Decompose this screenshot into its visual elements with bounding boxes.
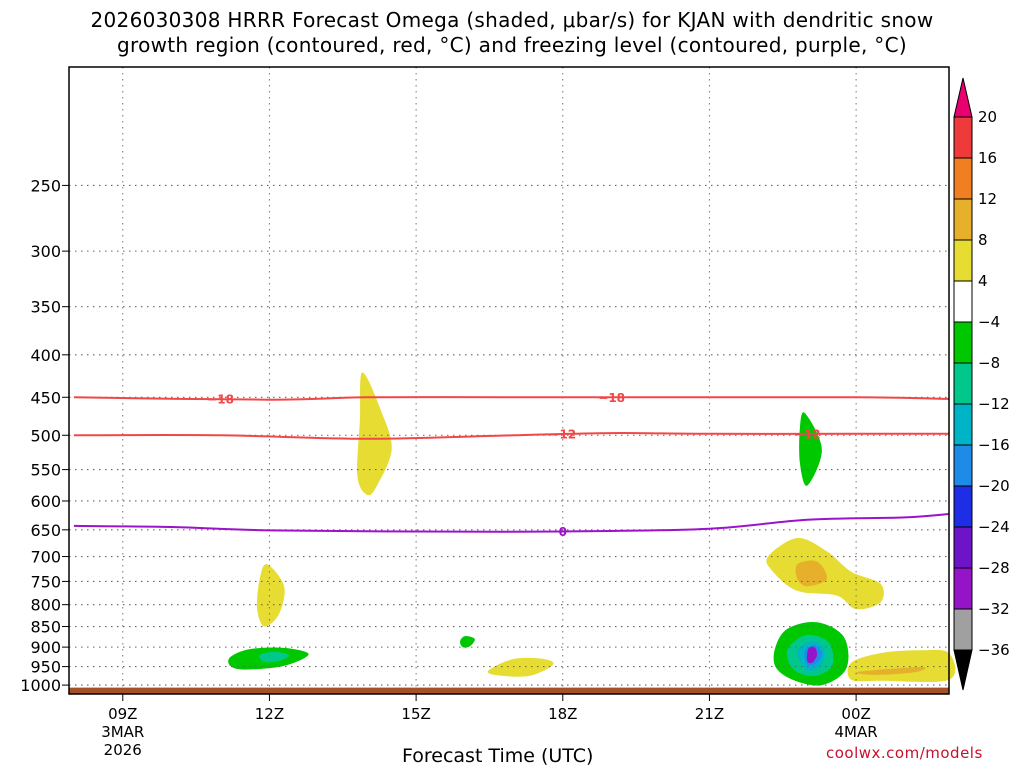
y-tick-label: 300: [30, 242, 61, 261]
chart-title: 2026030308 HRRR Forecast Omega (shaded, …: [0, 8, 1024, 58]
colorbar-label: −16: [978, 436, 1010, 454]
x-tick-label: 18Z: [548, 705, 577, 723]
omega-pos-25z-core: [855, 667, 926, 675]
colorbar-box: [953, 403, 973, 446]
x-tick-label: 12Z: [255, 705, 284, 723]
dgz-minus12-label: −12: [794, 427, 821, 441]
source-url: coolwx.com/models: [826, 744, 983, 762]
dgz-minus12-label: −12: [549, 428, 576, 442]
colorbar-label: −20: [978, 477, 1010, 495]
dgz-minus18-label: −18: [207, 393, 234, 407]
colorbar-box: [953, 444, 973, 487]
colorbar-top-triangle: [953, 77, 973, 118]
colorbar-box: [953, 526, 973, 569]
y-tick-label: 750: [30, 572, 61, 591]
colorbar-box: [953, 239, 973, 282]
omega-pos-17z: [487, 657, 554, 677]
y-axis: 2503003504004505005506006507007508008509…: [20, 176, 69, 695]
colorbar-label: −8: [978, 354, 1000, 372]
x-tick-label: 21Z: [695, 705, 724, 723]
freezing-level-0-label: 0: [559, 525, 567, 539]
y-tick-label: 600: [30, 492, 61, 511]
omega-pos-12z-low: [256, 564, 285, 627]
contour-layer: −18 −18 −12 −12 0: [73, 391, 950, 539]
omega-shading-layer: [228, 372, 956, 686]
x-tick-date: 3MAR: [101, 723, 144, 741]
colorbar-box: [953, 608, 973, 651]
grid-layer: [69, 67, 949, 694]
colorbar-box: [953, 280, 973, 323]
colorbar-bottom-triangle: [953, 649, 973, 691]
colorbar-label: −32: [978, 600, 1010, 618]
x-tick-label: 15Z: [401, 705, 430, 723]
freezing-level-0-line: [73, 513, 950, 533]
colorbar-label: −36: [978, 641, 1010, 659]
y-tick-label: 900: [30, 638, 61, 657]
surface-terrain: [69, 687, 949, 694]
colorbar-label: −12: [978, 395, 1010, 413]
colorbar-label: −4: [978, 313, 1000, 331]
chart-title-line1: 2026030308 HRRR Forecast Omega (shaded, …: [90, 8, 934, 32]
chart-title-line2: growth region (contoured, red, °C) and f…: [117, 33, 907, 57]
omega-pos-25z: [847, 649, 956, 683]
dgz-minus12-line: [73, 432, 949, 440]
colorbar-label: −24: [978, 518, 1010, 536]
colorbar-box: [953, 567, 973, 610]
colorbar-label: 4: [978, 272, 988, 290]
dgz-minus18-line: [73, 396, 950, 401]
x-axis-title: Forecast Time (UTC): [402, 745, 594, 767]
colorbar-box: [953, 485, 973, 528]
y-tick-label: 250: [30, 176, 61, 195]
y-tick-label: 500: [30, 426, 61, 445]
x-tick-label: 09Z: [108, 705, 137, 723]
y-tick-label: 800: [30, 596, 61, 615]
y-tick-label: 450: [30, 388, 61, 407]
y-tick-label: 400: [30, 346, 61, 365]
colorbar-label: 16: [978, 149, 997, 167]
y-tick-label: 550: [30, 461, 61, 480]
y-tick-label: 1000: [20, 676, 61, 695]
colorbar-label: 8: [978, 231, 988, 249]
x-tick-year: 2026: [104, 741, 142, 759]
omega-colorbar: 20 16 12 8 4 −4 −8 −12 −16 −20 −24 −28 −32 −36: [953, 77, 1010, 691]
terrain-layer: [69, 687, 949, 694]
colorbar-label: 20: [978, 108, 997, 126]
y-tick-label: 950: [30, 658, 61, 677]
colorbar-label: −28: [978, 559, 1010, 577]
plot-frame: [68, 66, 950, 695]
omega-pos-14z-mid: [357, 372, 392, 496]
omega-pos-23z-core: [795, 560, 828, 587]
colorbar-box: [953, 157, 973, 200]
x-tick-label: 00Z: [841, 705, 870, 723]
omega-neg-23z-mid: [799, 412, 822, 486]
dgz-minus18-label: −18: [598, 391, 625, 405]
y-tick-label: 700: [30, 548, 61, 567]
y-tick-label: 850: [30, 618, 61, 637]
colorbar-box: [953, 198, 973, 241]
omega-neg-23z-low-28: [806, 646, 818, 664]
omega-neg-16z: [460, 636, 475, 648]
x-tick-date: 4MAR: [835, 723, 878, 741]
colorbar-label: 12: [978, 190, 997, 208]
colorbar-box: [953, 321, 973, 364]
y-tick-label: 350: [30, 298, 61, 317]
omega-neg-12z-core: [259, 651, 290, 663]
colorbar-box: [953, 362, 973, 405]
colorbar-box: [953, 116, 973, 159]
y-tick-label: 650: [30, 521, 61, 540]
